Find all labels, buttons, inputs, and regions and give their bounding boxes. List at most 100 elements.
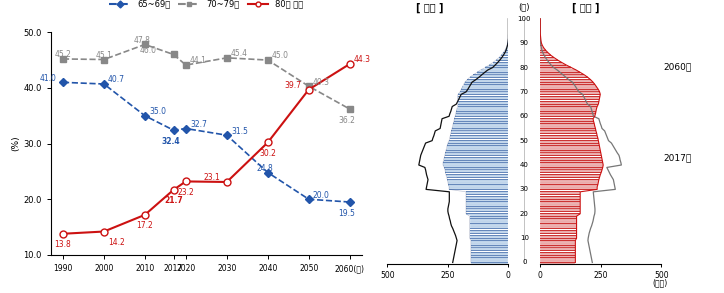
Bar [461, 88, 508, 91]
Bar [540, 64, 566, 66]
Bar [540, 252, 576, 254]
Bar [540, 164, 603, 166]
Bar [458, 96, 508, 97]
Bar [540, 72, 580, 73]
Bar [540, 167, 602, 168]
Bar [445, 171, 508, 173]
Text: 32.7: 32.7 [190, 120, 207, 129]
Bar [470, 237, 508, 239]
Bar [540, 45, 542, 47]
Text: 30.2: 30.2 [259, 149, 277, 158]
Bar [466, 199, 508, 200]
Bar [448, 182, 508, 183]
65~69세 [100, 82, 109, 86]
Bar [473, 74, 508, 76]
Text: [ 여자 ]: [ 여자 ] [573, 2, 600, 13]
Bar [481, 69, 508, 70]
Bar [540, 177, 599, 178]
Bar [445, 157, 508, 158]
Bar [481, 69, 508, 71]
Bar [540, 86, 597, 88]
Bar [540, 188, 597, 190]
Bar [540, 71, 580, 74]
Bar [466, 210, 508, 212]
Bar [540, 178, 599, 181]
Text: 70: 70 [520, 89, 529, 95]
Bar [540, 81, 593, 83]
Text: 21.7: 21.7 [164, 196, 183, 205]
Bar [540, 208, 580, 209]
Bar [540, 77, 588, 78]
Bar [471, 256, 508, 259]
70~79세 [59, 57, 67, 61]
Bar [458, 94, 508, 95]
Bar [540, 196, 580, 197]
Bar [458, 100, 508, 103]
Bar [540, 230, 576, 231]
Bar [450, 135, 508, 136]
Bar [458, 101, 508, 102]
Bar [470, 230, 508, 231]
Bar [449, 139, 508, 142]
Bar [540, 161, 602, 164]
Bar [540, 238, 576, 239]
Bar [540, 172, 601, 173]
Bar [540, 47, 544, 49]
Bar [471, 261, 508, 264]
Bar [540, 166, 602, 168]
Bar [466, 213, 508, 215]
Bar [540, 193, 580, 195]
Bar [466, 193, 508, 195]
Text: 31.5: 31.5 [231, 127, 248, 136]
Bar [540, 57, 555, 58]
Text: 23.2: 23.2 [177, 188, 194, 197]
Bar [540, 222, 576, 225]
Bar [505, 50, 508, 51]
Bar [466, 211, 508, 212]
Bar [540, 96, 599, 98]
Bar [499, 57, 508, 58]
Bar [540, 261, 576, 264]
Bar [540, 242, 576, 244]
Bar [455, 118, 508, 119]
Bar [540, 96, 599, 97]
Bar [463, 84, 508, 86]
Bar [470, 228, 508, 229]
Bar [492, 62, 508, 63]
Bar [466, 203, 508, 205]
Bar [540, 259, 576, 261]
Bar [447, 144, 508, 146]
Bar [540, 152, 601, 153]
Bar [448, 184, 508, 185]
Bar [540, 40, 541, 41]
Bar [540, 184, 598, 185]
Line: 70~79세: 70~79세 [59, 41, 353, 113]
Bar [455, 115, 508, 117]
Bar [540, 135, 597, 136]
Bar [470, 218, 508, 219]
Bar [471, 242, 508, 244]
Bar [455, 113, 508, 114]
Bar [446, 150, 508, 151]
Bar [540, 204, 580, 205]
Bar [540, 110, 596, 113]
Bar [540, 165, 603, 166]
Bar [457, 108, 508, 109]
Text: 45.1: 45.1 [96, 51, 112, 60]
Bar [503, 52, 508, 53]
Bar [540, 89, 598, 90]
Text: 45.4: 45.4 [231, 49, 248, 58]
Bar [540, 250, 576, 251]
Bar [466, 195, 508, 198]
Bar [452, 127, 508, 130]
Bar [540, 69, 576, 70]
Bar [540, 69, 576, 71]
Bar [540, 93, 600, 96]
Text: 30: 30 [520, 186, 529, 193]
Bar [540, 203, 580, 205]
Bar [540, 232, 576, 234]
Bar [540, 150, 600, 151]
Bar [540, 199, 580, 200]
Bar [540, 98, 599, 100]
Bar [540, 115, 594, 117]
